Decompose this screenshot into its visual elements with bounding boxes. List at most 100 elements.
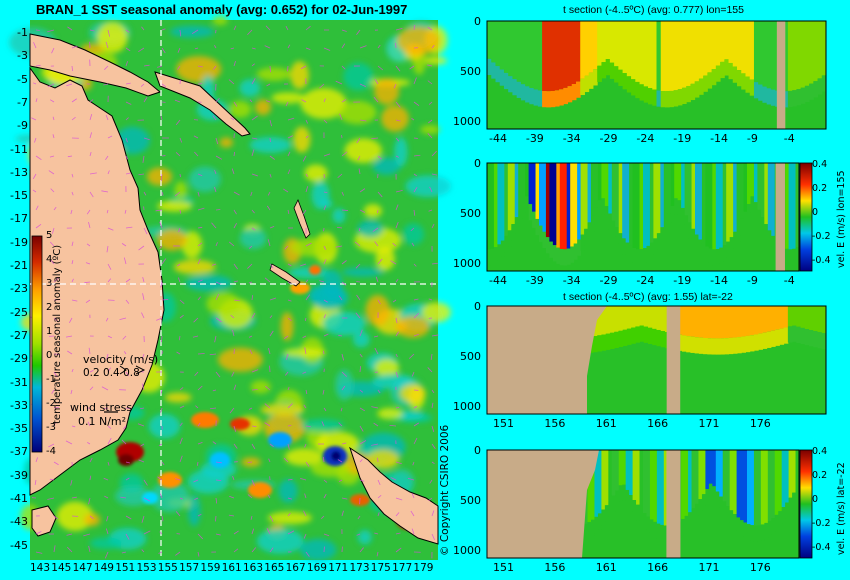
map-xtick-label: 175 (370, 562, 391, 574)
copyright-text: © Copyright CSIRO 2006 (439, 424, 451, 556)
map-xtick-label: 147 (72, 562, 93, 574)
section-ytick-label: 1000 (453, 257, 481, 270)
vel-colorbar-tick: -0.4 (812, 542, 831, 553)
section-xtick-label: -34 (562, 132, 581, 145)
vel-colorbar-tick: -0.2 (812, 231, 831, 242)
map-ytick-label: -13 (10, 165, 28, 179)
sst-anomaly-map[interactable] (9, 15, 452, 561)
section-ytick-label: 0 (474, 15, 481, 28)
map-ytick-label: -1 (17, 26, 28, 39)
sst-colorbar-tick: 3 (46, 278, 53, 289)
sst-colorbar-tick: -3 (46, 422, 56, 433)
map-ytick-label: -9 (17, 119, 28, 133)
sst-colorbar-tick: 2 (46, 302, 53, 313)
section-xtick-label: 151 (493, 417, 514, 430)
section-xtick-label: -29 (599, 132, 618, 145)
section-ytick-label: 1000 (453, 544, 481, 557)
map-ytick-label: -35 (10, 422, 28, 436)
section-xtick-label: -29 (599, 274, 618, 287)
new-guinea-land (29, 33, 162, 97)
temp-section-lat22[interactable] (486, 305, 827, 415)
map-xtick-label: 143 (30, 562, 51, 574)
section-xtick-label: 166 (647, 417, 669, 430)
map-ytick-label: -39 (10, 468, 28, 482)
vel-colorbar-tick: 0 (812, 207, 819, 218)
sst-colorbar-tick: -2 (46, 398, 56, 409)
vel-colorbar-tick: 0 (812, 494, 819, 505)
australia-land (29, 66, 165, 496)
section-xtick-label: -4 (783, 274, 795, 287)
velocity-scale: 0.2 0.4 0.8 (83, 367, 140, 379)
section-ytick-label: 1000 (453, 115, 481, 128)
map-ytick-label: -21 (10, 259, 28, 272)
sst-colorbar-tick: 0 (46, 350, 53, 361)
vel-colorbar-tick: 0.4 (812, 446, 828, 457)
tasmania-land (31, 505, 57, 537)
map-xtick-label: 171 (328, 562, 349, 574)
vel-section-lat22[interactable] (486, 449, 800, 559)
map-ytick-label: -27 (10, 328, 28, 342)
sst-colorbar-tick: 5 (46, 230, 53, 241)
section-xtick-label: 151 (493, 561, 514, 574)
panel1-title: t section (-4..5ºC) (avg: 0.777) lon=155 (563, 4, 744, 16)
map-xtick-label: 169 (306, 562, 327, 574)
sst-colorbar-tick: 4 (46, 254, 53, 265)
map-xtick-label: 153 (136, 562, 157, 574)
section-xtick-label: -44 (489, 132, 507, 145)
vel-colorbar-2-label: vel. E (m/s) lat=-22 (836, 462, 847, 555)
temp-section-lon155[interactable] (486, 20, 827, 130)
map-xtick-label: 161 (221, 562, 242, 574)
section-ytick-label: 0 (474, 444, 481, 457)
map-xtick-label: 151 (115, 562, 136, 574)
vel-colorbar-1-label: vel. E (m/s) lon=155 (836, 170, 847, 268)
vel-colorbar-2 (799, 449, 813, 559)
velocity-legend-arrows (119, 365, 146, 375)
vel-colorbar-1 (799, 162, 813, 272)
map-ytick-label: -15 (10, 189, 28, 203)
map-xtick-label: 155 (157, 562, 178, 574)
section-xtick-label: -24 (636, 132, 655, 145)
vel-colorbar-tick: -0.4 (812, 255, 831, 266)
velocity-label: velocity (m/s) (83, 353, 159, 366)
section-xtick-label: 176 (749, 561, 771, 574)
map-ytick-label: -29 (10, 352, 28, 366)
section-xtick-label: -14 (710, 274, 729, 287)
sst-colorbar (31, 235, 43, 453)
section-ytick-label: 0 (474, 157, 481, 170)
section-xtick-label: 171 (698, 561, 720, 574)
main-title: BRAN_1 SST seasonal anomaly (avg: 0.652)… (36, 2, 408, 17)
section-xtick-label: 156 (544, 417, 566, 430)
sst-colorbar-tick: 1 (46, 326, 53, 337)
map-ytick-label: -19 (10, 235, 28, 249)
vel-colorbar-tick: 0.2 (812, 183, 828, 194)
island-chain (154, 71, 251, 137)
map-ytick-label: -3 (17, 49, 28, 63)
section-xtick-label: 176 (749, 417, 771, 430)
map-ytick-label: -7 (17, 95, 28, 109)
map-ytick-label: -17 (10, 212, 28, 226)
sst-colorbar-tick: -4 (46, 446, 56, 457)
map-xtick-label: 159 (200, 562, 221, 574)
section-ytick-label: 0 (474, 300, 481, 313)
section-xtick-label: -4 (783, 132, 795, 145)
map-xtick-label: 179 (413, 562, 434, 574)
section-xtick-label: 156 (544, 561, 566, 574)
map-ytick-label: -45 (10, 538, 28, 552)
section-xtick-label: -9 (746, 132, 758, 145)
map-ytick-label: -5 (17, 72, 28, 86)
panel3-title: t section (-4..5ºC) (avg: 1.55) lat=-22 (563, 291, 733, 303)
map-ytick-label: -25 (10, 305, 28, 319)
map-xtick-label: 157 (179, 562, 200, 574)
vel-section-lon155[interactable] (486, 162, 800, 272)
map-ytick-label: -33 (10, 398, 28, 412)
map-xtick-label: 173 (349, 562, 370, 574)
map-xtick-label: 145 (51, 562, 72, 574)
map-xtick-label: 163 (243, 562, 264, 574)
new-zealand-land (349, 446, 439, 545)
section-xtick-label: -39 (525, 132, 544, 145)
map-ytick-label: -37 (10, 445, 28, 459)
section-xtick-label: 171 (698, 417, 720, 430)
section-xtick-label: 166 (647, 561, 669, 574)
section-xtick-label: -19 (673, 132, 692, 145)
section-ytick-label: 500 (460, 65, 481, 78)
